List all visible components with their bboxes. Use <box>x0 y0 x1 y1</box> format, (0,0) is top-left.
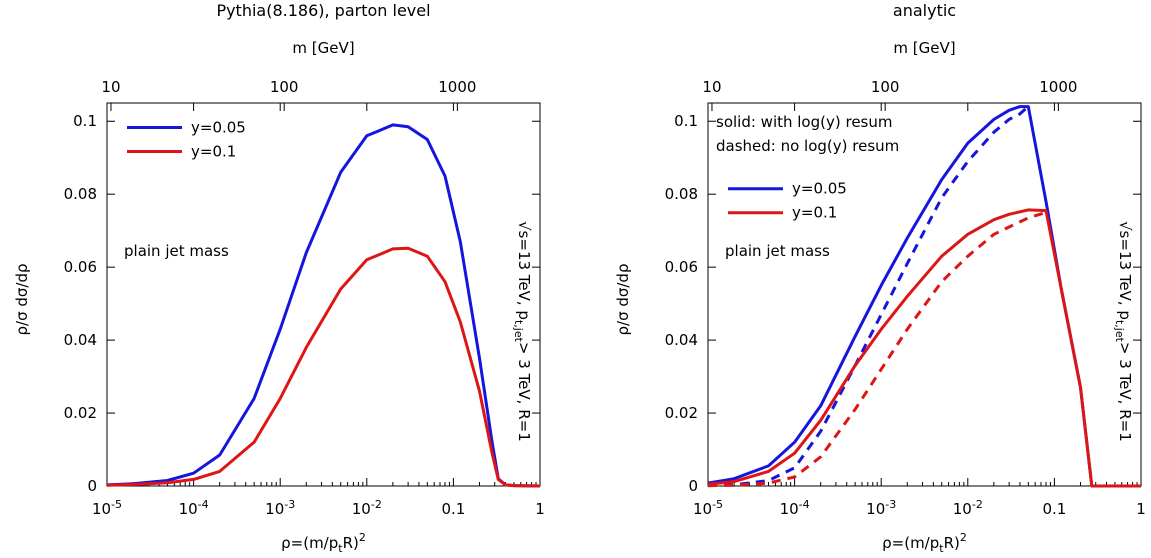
side-label-main: √s=13 TeV, p <box>515 221 533 320</box>
x-axis-label: ρ=(m/ptR)2 <box>882 531 967 555</box>
x-tick-label: 10-3 <box>265 498 295 518</box>
series-line-y-0-05-solid <box>106 123 541 488</box>
legend-label: y=0.1 <box>191 142 236 160</box>
chart-title: analytic <box>893 1 956 20</box>
x-axis-label-sub: t <box>939 542 944 555</box>
chart-title: Pythia(8.186), parton level <box>216 1 430 20</box>
x-tick-label-base: 1 <box>1136 500 1146 518</box>
x-tick-label-base: 10 <box>352 500 371 518</box>
x-tick-label: 10-5 <box>693 498 723 518</box>
top-tick-label: 1000 <box>438 78 476 96</box>
series-line-y-0-05-solid <box>707 105 1141 488</box>
y-tick-label: 0.1 <box>73 112 97 130</box>
x-tick-label: 10-4 <box>179 498 209 518</box>
y-tick-label: 0.02 <box>665 404 698 422</box>
side-label-main: √s=13 TeV, p <box>1116 221 1134 320</box>
top-tick-label: 100 <box>270 78 299 96</box>
legend-label: y=0.05 <box>792 180 847 198</box>
x-axis-label: ρ=(m/ptR)2 <box>281 531 366 555</box>
legend-label: y=0.1 <box>792 204 837 222</box>
x-tick-label-exponent: -5 <box>712 498 723 511</box>
plot-frame <box>106 102 541 487</box>
series-line-y-0-1-solid <box>106 246 541 488</box>
x-tick-label-exponent: -4 <box>198 498 209 511</box>
x-tick-label: 0.1 <box>1042 500 1066 518</box>
x-tick-label-base: 10 <box>866 500 885 518</box>
x-tick-label-exponent: -3 <box>885 498 896 511</box>
x-axis-label-tail: R) <box>944 534 960 552</box>
top-tick-label: 10 <box>702 78 721 96</box>
series-line-series-1-dashed <box>707 107 1027 488</box>
top-axis-label: m [GeV] <box>292 39 354 57</box>
x-tick-label: 1 <box>535 500 545 518</box>
x-tick-label-base: 10 <box>780 500 799 518</box>
x-tick-label-base: 1 <box>535 500 545 518</box>
x-tick-label: 10-5 <box>92 498 122 518</box>
x-axis-label-main: ρ=(m/p <box>882 534 939 552</box>
x-tick-label: 10-4 <box>780 498 810 518</box>
series-line-y-0-1-solid <box>707 208 1141 488</box>
x-tick-label: 10-2 <box>352 498 382 518</box>
y-axis-label: ρ/σ dσ/dρ <box>614 264 632 336</box>
x-tick-label-exponent: -2 <box>371 498 382 511</box>
x-tick-label: 10-2 <box>953 498 983 518</box>
annotation-plain-jet-mass: plain jet mass <box>725 242 830 260</box>
y-tick-label: 0.06 <box>665 258 698 276</box>
x-tick-label-base: 10 <box>693 500 712 518</box>
y-tick-label: 0.02 <box>64 404 97 422</box>
y-tick-label: 0.1 <box>674 112 698 130</box>
y-tick-label: 0 <box>87 477 97 495</box>
series-line-series-3-dashed <box>707 210 1047 488</box>
x-tick-label-base: 0.1 <box>1042 500 1066 518</box>
legend-label: y=0.05 <box>191 118 246 136</box>
x-axis-label-sub: t <box>338 542 343 555</box>
top-tick-label: 100 <box>871 78 900 96</box>
annotation-plain-jet-mass: plain jet mass <box>124 242 229 260</box>
x-axis-label-sup: 2 <box>359 531 366 544</box>
y-tick-label: 0.04 <box>665 331 698 349</box>
legend-note: solid: with log(y) resum <box>716 113 892 131</box>
x-tick-label-exponent: -5 <box>111 498 122 511</box>
x-axis-label-main: ρ=(m/p <box>281 534 338 552</box>
y-tick-label: 0.06 <box>64 258 97 276</box>
y-tick-label: 0.08 <box>665 185 698 203</box>
side-label-tail: > 3 TeV, R=1 <box>1116 342 1134 442</box>
x-tick-label-base: 0.1 <box>441 500 465 518</box>
y-tick-label: 0.04 <box>64 331 97 349</box>
x-tick-label-base: 10 <box>953 500 972 518</box>
side-label-sub: t,jet <box>1113 320 1126 343</box>
x-axis-label-sup: 2 <box>960 531 967 544</box>
x-tick-label-exponent: -4 <box>799 498 810 511</box>
side-label: √s=13 TeV, pt,jet> 3 TeV, R=1 <box>512 221 533 442</box>
y-axis-label: ρ/σ dσ/dρ <box>13 264 31 336</box>
x-tick-label-base: 10 <box>179 500 198 518</box>
top-tick-label: 10 <box>101 78 120 96</box>
x-axis-label-tail: R) <box>343 534 359 552</box>
y-tick-label: 0.08 <box>64 185 97 203</box>
y-tick-label: 0 <box>688 477 698 495</box>
side-label-tail: > 3 TeV, R=1 <box>515 342 533 442</box>
x-tick-label: 10-3 <box>866 498 896 518</box>
x-tick-label-exponent: -3 <box>284 498 295 511</box>
legend-note: dashed: no log(y) resum <box>716 137 899 155</box>
side-label: √s=13 TeV, pt,jet> 3 TeV, R=1 <box>1113 221 1134 442</box>
side-label-sub: t,jet <box>512 320 525 343</box>
x-tick-label-base: 10 <box>92 500 111 518</box>
x-tick-label: 0.1 <box>441 500 465 518</box>
top-axis-label: m [GeV] <box>893 39 955 57</box>
x-tick-label-base: 10 <box>265 500 284 518</box>
x-tick-label-exponent: -2 <box>972 498 983 511</box>
top-tick-label: 1000 <box>1039 78 1077 96</box>
x-tick-label: 1 <box>1136 500 1146 518</box>
plot-frame <box>707 102 1142 487</box>
